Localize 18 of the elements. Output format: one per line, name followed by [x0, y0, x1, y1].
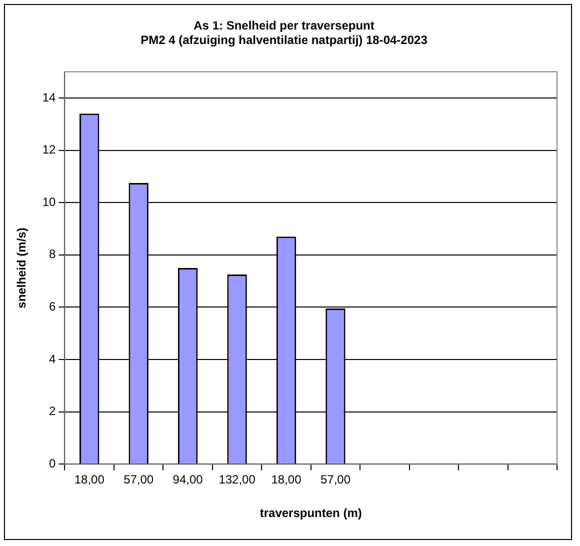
y-tick-label: 0: [49, 456, 56, 471]
x-tick-label: 132,00: [218, 472, 256, 487]
y-tick-label: 6: [49, 300, 56, 314]
y-tick-label: 12: [42, 142, 56, 157]
x-tick-label: 18,00: [74, 472, 105, 487]
x-tick-label: 94,00: [172, 472, 204, 487]
x-tick-label: 18,00: [271, 472, 302, 487]
y-tick-label: 8: [49, 247, 56, 262]
y-tick-label: 4: [49, 352, 56, 366]
chart-subtitle: PM2 4 (afzuiging halventilatie natpartij) 18-04-2023: [140, 32, 428, 47]
y-tick-label: 2: [49, 404, 56, 418]
x-tick-label: 57,00: [124, 472, 154, 487]
y-axis-title: snelheid (m/s): [14, 228, 29, 308]
y-tick-label: 14: [42, 90, 56, 104]
chart-title: As 1: Snelheid per traversepunt: [194, 18, 374, 33]
x-axis-title: traverspunten (m): [260, 506, 362, 520]
x-tick-label: 57,00: [320, 472, 351, 487]
y-tick-label: 10: [42, 194, 56, 209]
